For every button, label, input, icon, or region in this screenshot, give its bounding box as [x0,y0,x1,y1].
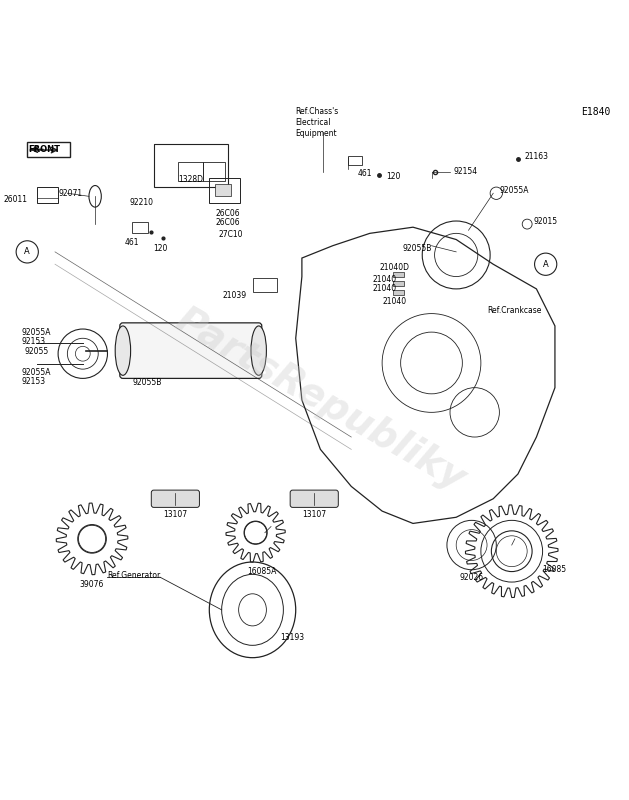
Text: Ref.Crankcase: Ref.Crankcase [487,306,542,315]
Text: 16085A: 16085A [247,566,277,576]
Bar [153,144,228,187]
Text: 21039: 21039 [222,290,247,299]
Bar [393,281,404,286]
Bar [393,290,404,295]
FancyBboxPatch shape [27,142,70,158]
Text: 92055B: 92055B [132,378,162,387]
Text: 13107: 13107 [302,510,326,519]
Text: 21040: 21040 [373,275,397,284]
Text: 92154: 92154 [453,167,477,176]
Text: A: A [543,260,548,269]
Text: 92055A: 92055A [21,368,50,377]
Bar [252,278,277,292]
Text: 21040D: 21040D [379,263,409,272]
Text: PartsRepubliky: PartsRepubliky [169,302,472,498]
Text: A: A [25,247,30,256]
Text: FRONT: FRONT [28,145,60,154]
Text: 13107: 13107 [164,510,187,519]
Bar [179,162,203,181]
FancyBboxPatch shape [290,490,338,507]
Text: 92210: 92210 [129,198,153,207]
Text: 92153: 92153 [21,337,45,346]
FancyBboxPatch shape [120,323,262,378]
Text: 16085: 16085 [543,566,567,574]
Text: 120: 120 [153,244,167,253]
Text: 92055: 92055 [24,347,48,356]
Text: 39076: 39076 [80,580,104,590]
Ellipse shape [115,326,131,375]
Text: 461: 461 [125,238,140,246]
Text: 92071: 92071 [58,189,83,198]
Bar [348,156,362,166]
Text: 92055A: 92055A [21,328,50,337]
Text: 21040: 21040 [382,297,406,306]
Text: 13193: 13193 [281,633,304,642]
Bar [209,178,240,202]
Bar [393,272,404,277]
Bar [132,222,148,234]
Text: 21040: 21040 [373,285,397,294]
Text: 1328D: 1328D [178,174,203,183]
Text: 92026: 92026 [460,573,484,582]
Text: Ref.Generator: Ref.Generator [108,571,161,580]
Text: 21163: 21163 [524,152,548,161]
Text: Ref.Chass's
Electrical
Equipment: Ref.Chass's Electrical Equipment [296,107,339,138]
FancyBboxPatch shape [152,490,199,507]
Text: 120: 120 [386,172,401,181]
Text: 26011: 26011 [3,195,27,204]
Text: 461: 461 [357,169,372,178]
Bar [216,184,231,196]
Text: 26C06: 26C06 [216,218,240,227]
Text: 92055B: 92055B [402,244,431,254]
Text: 26C06: 26C06 [216,209,240,218]
Text: 27C10: 27C10 [219,230,243,239]
Text: 92015: 92015 [533,217,557,226]
Text: 92055A: 92055A [499,186,529,194]
Bar [203,162,225,181]
Ellipse shape [251,326,267,375]
Bar [36,187,58,202]
Text: 92153: 92153 [21,377,45,386]
Text: E1840: E1840 [581,107,611,117]
